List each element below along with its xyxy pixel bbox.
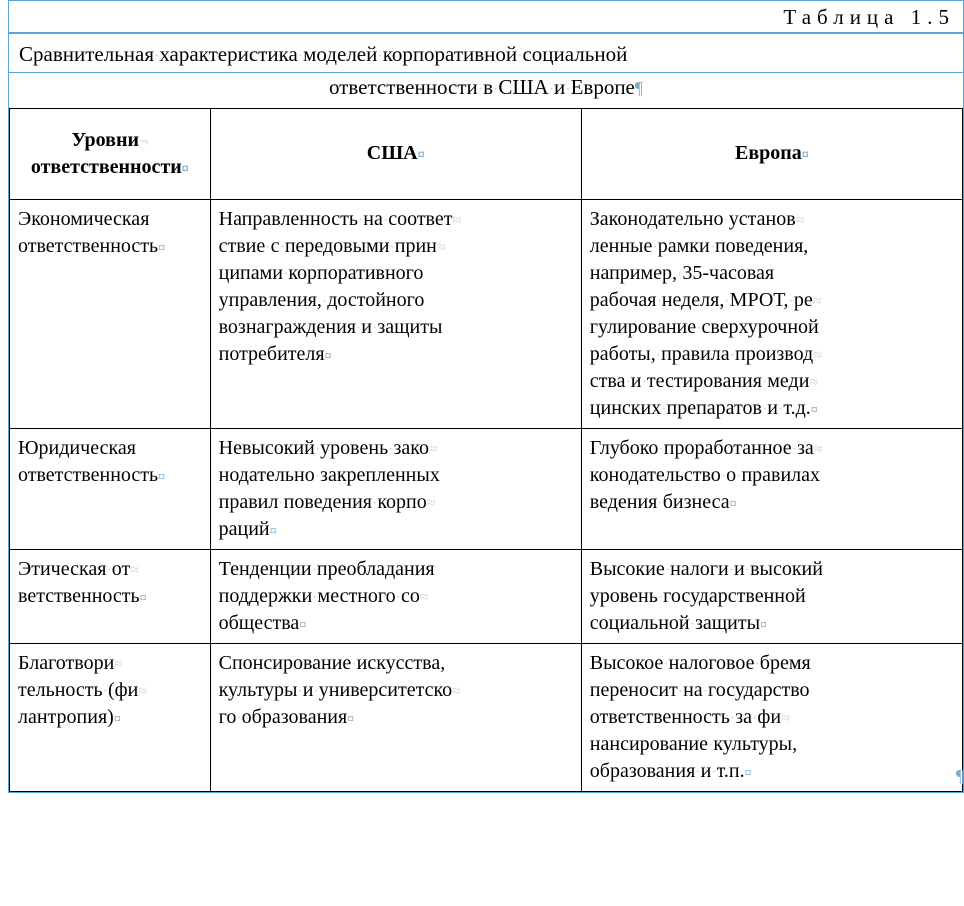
cell-europe: Глубоко·проработанное·за≈конодательство·… xyxy=(581,428,962,549)
col-header-europe: Европа¤ xyxy=(581,108,962,199)
col-header-level: Уровни¬ответственности¤ xyxy=(10,108,211,199)
table-body: Экономическаяответственность¤Направленно… xyxy=(10,199,963,791)
cell-usa: Невысокий·уровень·зако≈нодательно·закреп… xyxy=(210,428,581,549)
title-line-2: ответственности·в·США·и·Европе¶ xyxy=(9,73,963,107)
page: Таблица 1.5 Сравнительная·характеристика… xyxy=(0,0,964,793)
table-row: Этическая·от≈ветственность¤Тенденции·пре… xyxy=(10,549,963,643)
cell-usa: Направленность·на·соответ≈ствие·с·передо… xyxy=(210,199,581,428)
title-line-1: Сравнительная·характеристика·моделей·кор… xyxy=(19,40,953,68)
table-title: Сравнительная·характеристика·моделей·кор… xyxy=(9,34,963,72)
table-header-row: Уровни¬ответственности¤ США¤ Европа¤ xyxy=(10,108,963,199)
pilcrow-icon: ¶ xyxy=(635,78,643,98)
cell-level: Юридическаяответственность¤ xyxy=(10,428,211,549)
cell-usa: Тенденции·преобладанияподдержки·местного… xyxy=(210,549,581,643)
table-number: Таблица 1.5 xyxy=(9,1,963,33)
table-row: Юридическаяответственность¤Невысокий·уро… xyxy=(10,428,963,549)
cell-level: Благотвори≈тельность·(фи≈лантропия)¤ xyxy=(10,643,211,791)
cell-level: Этическая·от≈ветственность¤ xyxy=(10,549,211,643)
cell-europe: Высокое·налоговое·бремяпереносит·на·госу… xyxy=(581,643,962,791)
cell-europe: Высокие·налоги·и·высокийуровень·государс… xyxy=(581,549,962,643)
cell-europe: Законодательно·установ≈ленные·рамки·пове… xyxy=(581,199,962,428)
cell-usa: Спонсирование·искусства,культуры·и·униве… xyxy=(210,643,581,791)
comparison-table: Уровни¬ответственности¤ США¤ Европа¤ Эко… xyxy=(9,108,963,792)
document-frame: Таблица 1.5 Сравнительная·характеристика… xyxy=(8,0,964,793)
pilcrow-icon: ¶ xyxy=(956,766,964,787)
table-row: Благотвори≈тельность·(фи≈лантропия)¤Спон… xyxy=(10,643,963,791)
cell-level: Экономическаяответственность¤ xyxy=(10,199,211,428)
table-row: Экономическаяответственность¤Направленно… xyxy=(10,199,963,428)
col-header-usa: США¤ xyxy=(210,108,581,199)
